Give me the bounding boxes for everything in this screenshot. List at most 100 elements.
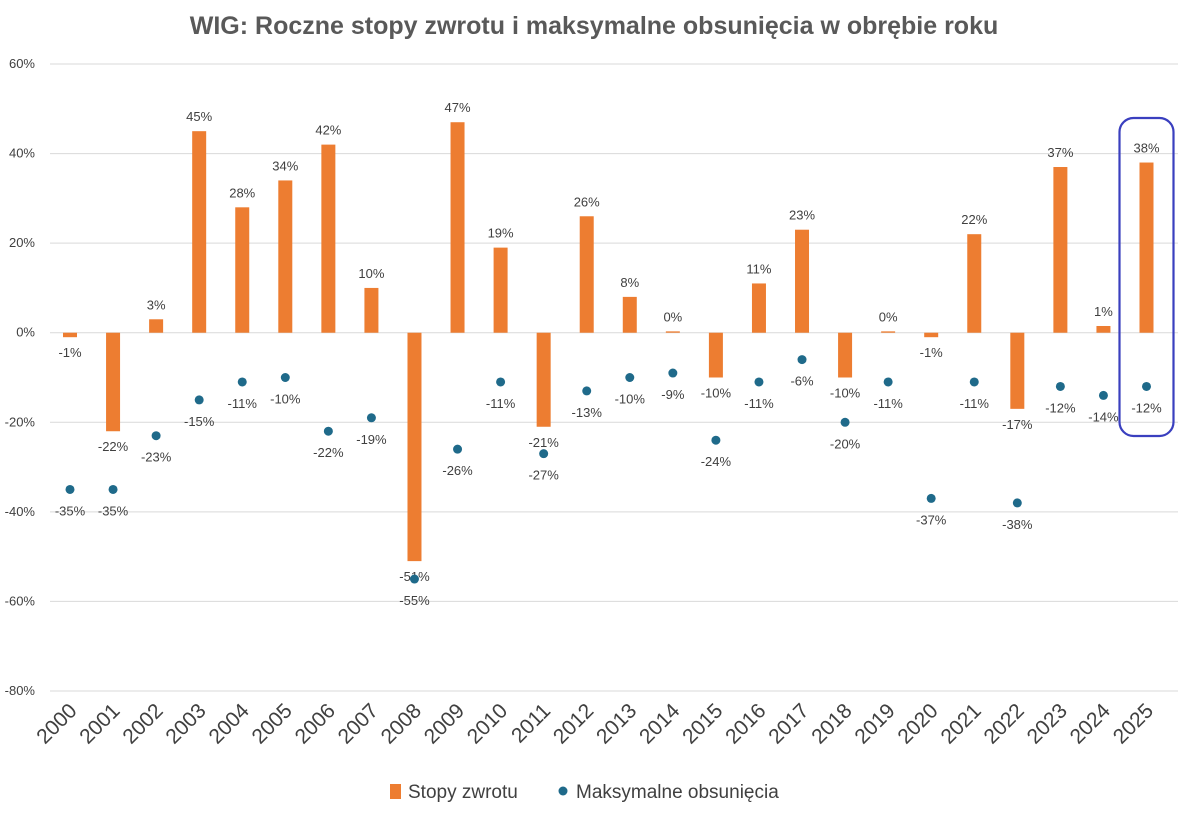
bar-2008 [407,332,422,562]
drawdown-label-2014: -9% [661,387,685,402]
drawdown-point-2017 [797,355,807,365]
y-tick-label: 0% [16,325,35,340]
bar-label-2009: 47% [445,100,471,115]
bar-label-2005: 34% [272,158,298,173]
x-tick-label: 2001 [75,699,124,748]
x-tick-label: 2014 [635,699,685,749]
bar-2024 [1096,325,1111,333]
bar-2022 [1010,332,1025,409]
drawdown-label-2016: -11% [744,396,774,411]
scatter-data-labels: -35% -35% -23% -15% -11% -10% -22% -19% -55% -26%… [55,374,1162,608]
drawdown-point-2014 [668,368,678,378]
chart-title: WIG: Roczne stopy zwrotu i maksymalne ob… [190,12,999,40]
bar-label-2024: 1% [1094,304,1113,319]
bar-label-2011: -21% [528,435,559,450]
drawdown-label-2013: -10% [615,392,646,407]
drawdown-point-2010 [496,377,506,387]
bar-label-2004: 28% [229,185,255,200]
drawdown-point-2013 [625,373,635,382]
y-axis-ticks: 60% 40% 20% 0% -20% -40% -60% -80% [5,56,36,698]
drawdown-label-2000: -35% [55,503,86,518]
bar-label-2000: -1% [58,345,82,360]
drawdown-label-2024: -14% [1088,409,1119,424]
drawdown-label-2005: -10% [270,392,301,407]
drawdown-point-2005 [280,373,290,382]
x-tick-label: 2025 [1109,699,1158,748]
x-tick-label: 2006 [291,699,340,748]
bar-2018 [838,332,853,378]
bar-label-2002: 3% [147,297,166,312]
drawdown-label-2009: -26% [442,463,473,478]
bar-label-2010: 19% [488,226,514,241]
drawdown-point-2007 [366,413,376,423]
bar-label-2017: 23% [789,208,815,223]
bar-2009 [450,122,465,333]
legend-label-returns: Stopy zwrotu [408,782,518,803]
bar-2011 [536,332,551,427]
drawdown-label-2019: -11% [873,396,903,411]
x-tick-label: 2013 [592,699,641,748]
x-tick-label: 2022 [980,699,1029,748]
bar-label-2020: -1% [920,345,944,360]
bar-2019 [881,331,896,333]
scatter-series [65,355,1151,584]
y-tick-label: -80% [5,683,36,698]
y-tick-label: -60% [5,593,36,608]
drawdown-point-2015 [711,435,721,445]
drawdown-point-2000 [65,484,75,494]
legend-swatch-returns [390,784,401,799]
drawdown-point-2003 [194,395,204,405]
bar-2006 [321,144,336,333]
drawdown-point-2008 [409,574,419,584]
drawdown-point-2023 [1055,381,1065,391]
bar-2012 [579,216,594,333]
drawdown-point-2018 [840,417,850,427]
bar-2004 [235,207,250,333]
y-tick-label: -20% [5,414,36,429]
bar-2014 [665,331,680,333]
drawdown-point-2021 [969,377,979,387]
drawdown-point-2002 [151,431,161,441]
bar-2001 [106,332,121,432]
bar-2000 [63,332,77,338]
drawdown-point-2019 [883,377,893,387]
x-tick-label: 2004 [204,699,254,749]
x-tick-label: 2011 [507,699,555,747]
drawdown-label-2023: -12% [1045,400,1076,415]
drawdown-label-2021: -11% [960,396,990,411]
x-axis-ticks: 2000200120022003200420052006200720082009… [32,699,1158,749]
legend-label-drawdowns: Maksymalne obsunięcia [576,782,779,803]
drawdown-label-2015: -24% [701,454,732,469]
highlight-box-2025 [1118,116,1175,438]
bar-label-2014: 0% [663,309,682,324]
drawdown-label-2001: -35% [98,503,129,518]
drawdown-point-2011 [539,449,549,459]
bar-label-2006: 42% [315,123,341,138]
drawdown-label-2002: -23% [141,450,172,465]
bar-label-2021: 22% [961,212,987,227]
drawdown-label-2007: -19% [356,432,387,447]
x-tick-label: 2002 [118,699,167,748]
bar-label-2022: -17% [1002,417,1033,432]
bar-2023 [1053,167,1068,333]
y-tick-label: 20% [9,235,35,250]
drawdown-point-2009 [453,444,463,454]
drawdown-label-2010: -11% [486,396,516,411]
bar-label-2025: 38% [1133,141,1159,156]
grid-layer [50,63,1178,692]
bar-label-2018: -10% [830,386,861,401]
drawdown-point-2020 [926,493,936,503]
drawdown-point-2024 [1098,390,1108,400]
bar-label-2003: 45% [186,109,212,124]
bar-label-2001: -22% [98,439,129,454]
bar-data-labels: -1%-22%3%45%28%34%42%10%-51%47%19%-21%26… [58,100,1160,584]
x-tick-label: 2020 [893,699,942,748]
bar-2016 [751,283,766,333]
legend: Stopy zwrotu Maksymalne obsunięcia [390,782,779,803]
x-tick-label: 2000 [32,699,81,748]
x-tick-label: 2023 [1023,699,1072,748]
bar-label-2015: -10% [701,386,732,401]
bar-2021 [967,234,982,333]
